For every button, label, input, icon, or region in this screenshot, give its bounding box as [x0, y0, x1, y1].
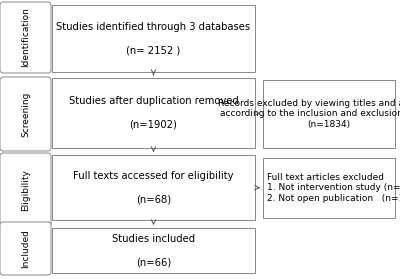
Text: Eligibility: Eligibility	[21, 169, 30, 211]
Text: Included: Included	[21, 229, 30, 268]
FancyBboxPatch shape	[52, 228, 255, 273]
FancyBboxPatch shape	[0, 77, 51, 151]
Text: Studies after duplication removed

(n=1902): Studies after duplication removed (n=190…	[69, 97, 238, 130]
Text: Full texts accessed for eligibility

(n=68): Full texts accessed for eligibility (n=6…	[73, 171, 234, 204]
FancyBboxPatch shape	[263, 80, 395, 148]
FancyBboxPatch shape	[0, 153, 51, 227]
Text: Full text articles excluded
1. Not intervention study (n=1)
2. Not open publicat: Full text articles excluded 1. Not inter…	[267, 173, 400, 203]
FancyBboxPatch shape	[52, 155, 255, 220]
Text: Identification: Identification	[21, 8, 30, 68]
FancyBboxPatch shape	[0, 2, 51, 73]
Text: Studies identified through 3 databases

(n= 2152 ): Studies identified through 3 databases (…	[56, 22, 250, 55]
Text: Screening: Screening	[21, 91, 30, 137]
FancyBboxPatch shape	[52, 5, 255, 72]
Text: Studies included

(n=66): Studies included (n=66)	[112, 234, 195, 267]
Text: Records excluded by viewing titles and abstracts
according to the inclusion and : Records excluded by viewing titles and a…	[218, 99, 400, 129]
FancyBboxPatch shape	[0, 222, 51, 275]
FancyBboxPatch shape	[52, 78, 255, 148]
FancyBboxPatch shape	[263, 158, 395, 218]
